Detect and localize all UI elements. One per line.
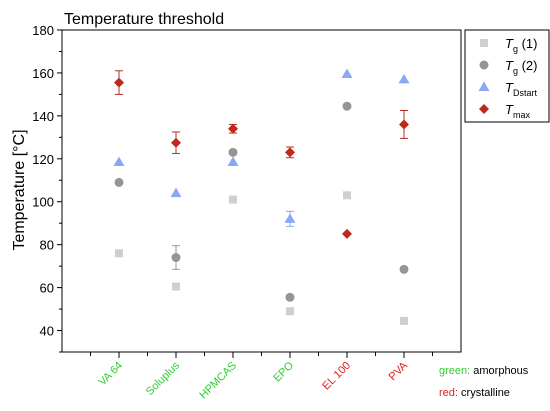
y-tick-label: 60	[40, 281, 54, 296]
y-axis-label: Temperature [°C]	[11, 129, 28, 250]
legend-box	[464, 29, 550, 123]
data-point	[171, 253, 181, 263]
x-tick-label: EPO	[271, 359, 296, 384]
legend-marker	[480, 39, 488, 47]
data-point	[171, 137, 181, 148]
color-note: green: amorphous	[439, 365, 529, 377]
y-tick-label: 100	[32, 195, 54, 210]
x-tick-label: VA 64	[96, 360, 125, 389]
data-point	[285, 292, 295, 302]
legend-marker	[479, 60, 489, 70]
data-point	[399, 264, 409, 274]
y-tick-label: 120	[32, 152, 54, 167]
color-note: red: crystalline	[439, 387, 510, 399]
x-tick-label: EL 100	[320, 360, 353, 393]
y-tick-label: 160	[32, 66, 54, 81]
legend-label: Tmax	[505, 102, 530, 120]
data-point	[228, 123, 238, 134]
data-point	[342, 101, 352, 111]
y-tick-label: 180	[32, 23, 54, 38]
y-tick-label: 40	[40, 324, 54, 339]
data-marks	[113, 68, 410, 325]
legend-marker	[479, 104, 489, 114]
data-point	[113, 156, 125, 167]
data-point	[227, 156, 239, 167]
data-point	[285, 147, 295, 158]
x-tick-label: PVA	[387, 359, 411, 383]
y-tick-label: 80	[40, 238, 54, 253]
plot-frame	[61, 29, 462, 353]
legend-marker	[478, 81, 490, 91]
data-point	[400, 316, 408, 325]
data-point	[170, 187, 182, 198]
data-point	[114, 177, 124, 187]
legend-label: Tg (2)	[505, 58, 537, 76]
data-point	[172, 282, 180, 291]
data-point	[284, 213, 296, 223]
data-point	[399, 119, 409, 130]
legend: Tg (1) Tg (2) TDstart Tmax	[464, 29, 550, 123]
y-tick-label: 140	[32, 109, 54, 124]
data-point	[343, 191, 351, 200]
data-point	[229, 195, 237, 204]
color-notes: green: amorphous red: crystalline	[439, 365, 529, 399]
x-tick-label: HPMCAS	[197, 360, 239, 402]
data-point	[342, 228, 352, 239]
data-point	[286, 307, 294, 316]
legend-label: TDstart	[505, 80, 537, 98]
data-point	[228, 147, 238, 157]
x-axis: VA 64 Soluplus HPMCAS EPO EL 100 PVA	[90, 352, 433, 402]
data-point	[115, 249, 123, 258]
x-tick-label: Soluplus	[144, 359, 183, 398]
y-axis: 40 60 80 100 120 140 160 180	[32, 23, 62, 353]
chart-title: Temperature threshold	[64, 11, 224, 28]
data-point	[341, 68, 353, 79]
legend-label: Tg (1)	[505, 36, 537, 54]
data-point	[398, 73, 410, 84]
data-point	[114, 77, 124, 88]
